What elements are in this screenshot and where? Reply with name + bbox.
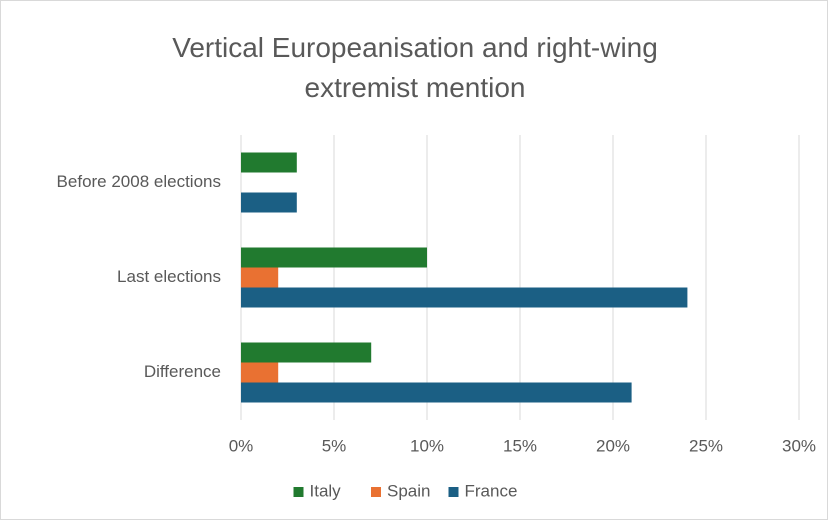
- x-tick-label: 15%: [503, 436, 537, 455]
- bar: [241, 342, 372, 363]
- legend-swatch: [293, 487, 304, 497]
- bar: [241, 267, 279, 288]
- y-tick-label: Last elections: [117, 267, 221, 286]
- x-tick-label: 10%: [410, 436, 444, 455]
- legend-label: Spain: [387, 481, 430, 500]
- bar: [241, 362, 279, 383]
- x-tick-label: 25%: [689, 436, 723, 455]
- bar: [241, 287, 688, 308]
- x-tick-label: 5%: [322, 436, 347, 455]
- legend-swatch: [371, 487, 381, 497]
- x-tick-label: 30%: [782, 436, 816, 455]
- chart-title: Vertical Europeanisation and right-wing …: [172, 32, 658, 103]
- bar: [241, 152, 297, 173]
- y-tick-label: Difference: [144, 362, 221, 381]
- y-tick-label: Before 2008 elections: [57, 172, 221, 191]
- x-tick-label: 0%: [229, 436, 254, 455]
- x-tick-label: 20%: [596, 436, 630, 455]
- legend-swatch: [448, 487, 459, 497]
- bar: [241, 247, 427, 268]
- bar: [241, 382, 632, 403]
- legend-label: France: [465, 481, 518, 500]
- bar: [241, 192, 297, 213]
- legend-label: Italy: [310, 481, 342, 500]
